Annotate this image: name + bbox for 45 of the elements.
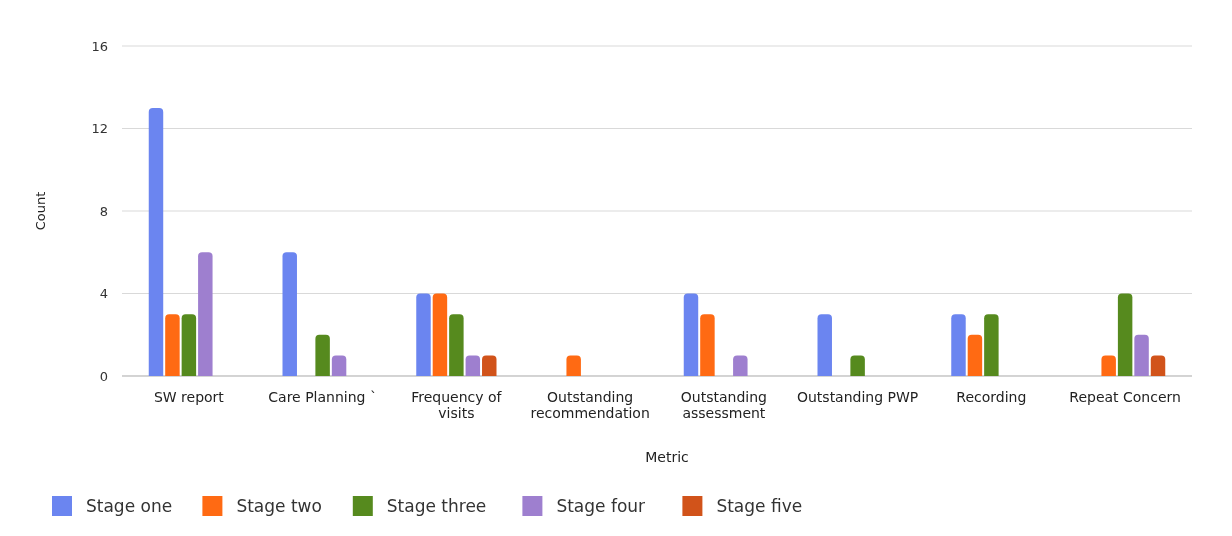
x-tick-label: Recording <box>956 389 1027 405</box>
bar <box>683 293 699 376</box>
bar <box>984 314 999 376</box>
x-axis-title: Metric <box>645 449 689 465</box>
y-tick-label: 4 <box>99 286 108 302</box>
x-tick-label: Repeat Concern <box>1069 389 1181 405</box>
bar <box>198 252 213 376</box>
legend-label: Stage three <box>386 496 487 516</box>
bar <box>1117 293 1133 376</box>
legend-label: Stage one <box>86 496 173 516</box>
x-tick-label: Outstanding assessment <box>680 389 767 421</box>
bar <box>416 293 431 376</box>
y-axis-title: Count <box>33 191 48 231</box>
bar <box>1101 355 1116 376</box>
bar <box>967 334 983 376</box>
bar <box>733 355 748 376</box>
y-tick-label: 0 <box>99 368 108 384</box>
bar <box>951 314 966 376</box>
y-tick-label: 16 <box>91 38 108 54</box>
bar <box>282 252 297 376</box>
x-tick-label: SW report <box>153 389 225 405</box>
y-tick-label: 12 <box>91 121 108 137</box>
legend-label: Stage five <box>716 496 803 516</box>
bar <box>482 355 497 376</box>
bar <box>181 314 197 376</box>
bar <box>1134 334 1149 376</box>
bar <box>432 293 448 376</box>
bar <box>148 107 164 376</box>
x-tick-label: Outstanding PWP <box>796 389 919 405</box>
legend-label: Stage four <box>556 496 646 516</box>
bar <box>315 334 330 376</box>
bar <box>165 314 180 376</box>
bar <box>850 355 865 376</box>
bar <box>700 314 715 376</box>
bar <box>449 314 464 376</box>
bar <box>566 355 581 376</box>
x-tick-label: Care Planning ` <box>268 389 377 405</box>
bar <box>1150 355 1166 376</box>
x-tick-label: Outstanding recommendation <box>530 389 650 421</box>
bar <box>331 355 347 376</box>
bar <box>465 355 481 376</box>
bar <box>817 314 832 376</box>
x-tick-label: Frequency of visits <box>411 389 503 421</box>
y-tick-label: 8 <box>99 203 108 219</box>
legend-label: Stage two <box>236 496 322 516</box>
